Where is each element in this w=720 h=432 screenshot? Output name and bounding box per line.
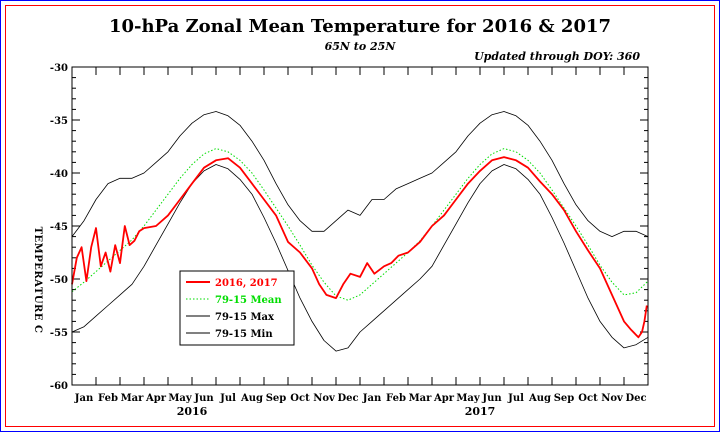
year-label: 2016 <box>177 405 208 418</box>
month-label: Mar <box>409 393 433 404</box>
legend-label: 79-15 Min <box>215 329 273 340</box>
month-label: Sep <box>554 393 575 404</box>
month-label: Oct <box>578 393 598 404</box>
month-label: May <box>168 393 193 404</box>
month-label: Feb <box>98 393 118 404</box>
legend-label: 79-15 Mean <box>215 295 282 306</box>
month-label: Jun <box>481 393 502 404</box>
month-label: Apr <box>433 393 455 404</box>
year-label: 2017 <box>465 405 496 418</box>
y-tick-labels: -30 -35 -40 -45 -50 -55 -60 <box>50 63 68 392</box>
series-line <box>71 148 649 301</box>
month-label: Jun <box>193 393 214 404</box>
month-label: Jul <box>219 393 236 404</box>
month-label: Feb <box>386 393 406 404</box>
series-layer <box>71 111 649 352</box>
month-label: Jan <box>74 393 94 404</box>
month-label: Jul <box>507 393 524 404</box>
plot-frame <box>71 66 649 386</box>
month-label: Oct <box>290 393 310 404</box>
month-label: Nov <box>601 393 624 404</box>
month-label: Aug <box>240 393 263 404</box>
month-label: May <box>456 393 481 404</box>
legend-label: 79-15 Max <box>215 312 275 323</box>
series-line <box>71 111 649 237</box>
month-label: Apr <box>145 393 167 404</box>
month-labels: Jan Feb Mar Apr May Jun Jul Aug Sep Oct Nov Dec Jan F… <box>74 393 647 404</box>
updated-label: Updated through DOY: 360 <box>474 50 640 63</box>
series-line <box>71 164 649 352</box>
y-tick-label: -60 <box>50 381 68 392</box>
y-tick-label: -55 <box>50 328 68 339</box>
year-labels: 2016 2017 <box>177 405 496 418</box>
month-label: Dec <box>625 393 646 404</box>
chart-subtitle: 65N to 25N <box>325 40 397 53</box>
y-tick-label: -35 <box>50 116 68 127</box>
y-tick-label: -30 <box>50 63 68 74</box>
series-line <box>71 156 648 339</box>
y-tick-label: -40 <box>50 169 68 180</box>
month-label: Nov <box>313 393 336 404</box>
month-label: Aug <box>528 393 551 404</box>
legend-label: 2016, 2017 <box>215 278 278 289</box>
inner-frame <box>5 5 715 427</box>
month-label: Sep <box>266 393 287 404</box>
y-tick-label: -45 <box>50 222 68 233</box>
chart-title: 10-hPa Zonal Mean Temperature for 2016 &… <box>109 16 611 37</box>
y-axis-label: TEMPERATURE C <box>32 227 43 334</box>
month-label: Dec <box>337 393 358 404</box>
month-label: Mar <box>121 393 145 404</box>
legend: 2016, 2017 79-15 Mean 79-15 Max 79-15 Min <box>179 270 295 346</box>
y-tick-label: -50 <box>50 275 68 286</box>
month-label: Jan <box>362 393 382 404</box>
axis-ticks <box>71 66 649 386</box>
